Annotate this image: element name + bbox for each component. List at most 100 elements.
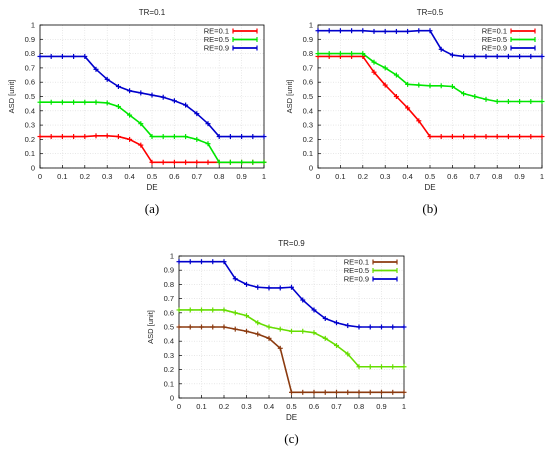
y-tick-label: 0.1 [25, 149, 35, 158]
data-point [345, 389, 351, 395]
y-tick-label: 0.9 [25, 35, 35, 44]
data-point [187, 307, 193, 313]
x-tick-label: 0.8 [492, 172, 502, 181]
data-point [244, 281, 249, 287]
data-point [239, 159, 245, 165]
data-point [528, 53, 534, 59]
data-point [232, 326, 238, 332]
data-point [266, 324, 272, 330]
data-point [356, 364, 362, 370]
x-axis-label: DE [424, 183, 435, 192]
y-axis-label: ASD [unit] [7, 80, 16, 114]
x-tick-label: 0.1 [57, 172, 67, 181]
data-point [438, 134, 444, 140]
data-point [199, 307, 204, 313]
data-point [405, 105, 411, 111]
data-point [261, 134, 267, 140]
data-point [427, 134, 433, 140]
legend-label-1: RE=0.1 [204, 27, 229, 36]
y-tick-label: 0.2 [164, 365, 174, 374]
data-point [71, 99, 77, 105]
data-point [127, 112, 133, 118]
panel-caption: (c) [284, 431, 298, 446]
data-point [127, 88, 133, 94]
data-point [183, 159, 189, 165]
data-point [367, 324, 373, 330]
data-point [382, 28, 388, 34]
data-point [205, 121, 211, 127]
data-point [227, 159, 233, 165]
chart-title: TR=0.5 [417, 8, 444, 17]
data-point [171, 134, 177, 140]
y-tick-label: 1 [31, 21, 35, 30]
x-tick-label: 0.6 [309, 402, 319, 411]
y-tick-label: 0.8 [164, 280, 174, 289]
x-tick-label: 0.5 [147, 172, 157, 181]
data-point [115, 104, 121, 110]
data-point [261, 159, 267, 165]
legend-label-2: RE=0.5 [344, 266, 369, 275]
data-point [104, 100, 110, 106]
data-point [93, 66, 99, 72]
data-point [427, 83, 433, 89]
data-point [483, 134, 489, 140]
y-tick-label: 0.8 [25, 49, 35, 58]
data-point [449, 83, 455, 89]
data-point [210, 259, 216, 265]
y-tick-label: 0.6 [303, 78, 313, 87]
data-point [505, 99, 511, 105]
data-point [494, 99, 500, 105]
data-point [138, 90, 144, 96]
data-point [349, 51, 355, 57]
data-point [216, 159, 222, 165]
data-point [199, 259, 204, 265]
x-axis-label: DE [146, 183, 157, 192]
data-point [326, 28, 332, 34]
data-point [345, 323, 351, 329]
data-point [37, 134, 43, 140]
data-point [393, 94, 399, 99]
panel-caption: (b) [422, 201, 437, 216]
data-point [149, 134, 155, 140]
data-point [149, 92, 155, 98]
y-tick-label: 0.5 [303, 92, 313, 101]
data-point [176, 307, 182, 313]
data-point [37, 99, 43, 105]
x-tick-label: 0.9 [236, 172, 246, 181]
data-point [199, 324, 204, 330]
data-point [494, 53, 500, 59]
y-tick-label: 0.4 [303, 106, 313, 115]
data-point [416, 118, 422, 124]
series-line-2 [179, 309, 404, 368]
x-tick-label: 0.7 [192, 172, 202, 181]
data-point [160, 134, 166, 140]
data-point [371, 59, 377, 65]
y-tick-label: 0.2 [25, 135, 35, 144]
data-point [194, 159, 200, 165]
data-point [221, 324, 227, 330]
x-tick-label: 0.1 [335, 172, 345, 181]
data-point [266, 335, 272, 341]
data-point [149, 159, 155, 165]
data-point [232, 276, 238, 282]
data-point [517, 99, 523, 105]
x-tick-label: 0.4 [264, 402, 274, 411]
data-point [461, 91, 467, 97]
y-tick-label: 0.8 [303, 49, 313, 58]
legend-label-3: RE=0.9 [482, 44, 507, 53]
x-tick-label: 0.9 [376, 402, 386, 411]
data-point [461, 134, 467, 140]
x-tick-label: 1 [262, 172, 266, 181]
x-axis-label: DE [286, 413, 297, 422]
data-point [93, 99, 99, 105]
data-point [239, 134, 245, 140]
data-point [461, 53, 467, 59]
x-tick-label: 0 [177, 402, 181, 411]
data-point [539, 134, 545, 140]
data-point [517, 134, 523, 140]
data-point [494, 134, 500, 140]
y-tick-label: 1 [309, 21, 313, 30]
chart-panel-3: 0 0.1 0.2 0.3 0.4 0.5 0.6 0.7 0.8 0.9 1 0 0.1 0.2 0.3 0… [146, 239, 407, 446]
data-point [390, 364, 396, 370]
data-point [371, 28, 377, 34]
